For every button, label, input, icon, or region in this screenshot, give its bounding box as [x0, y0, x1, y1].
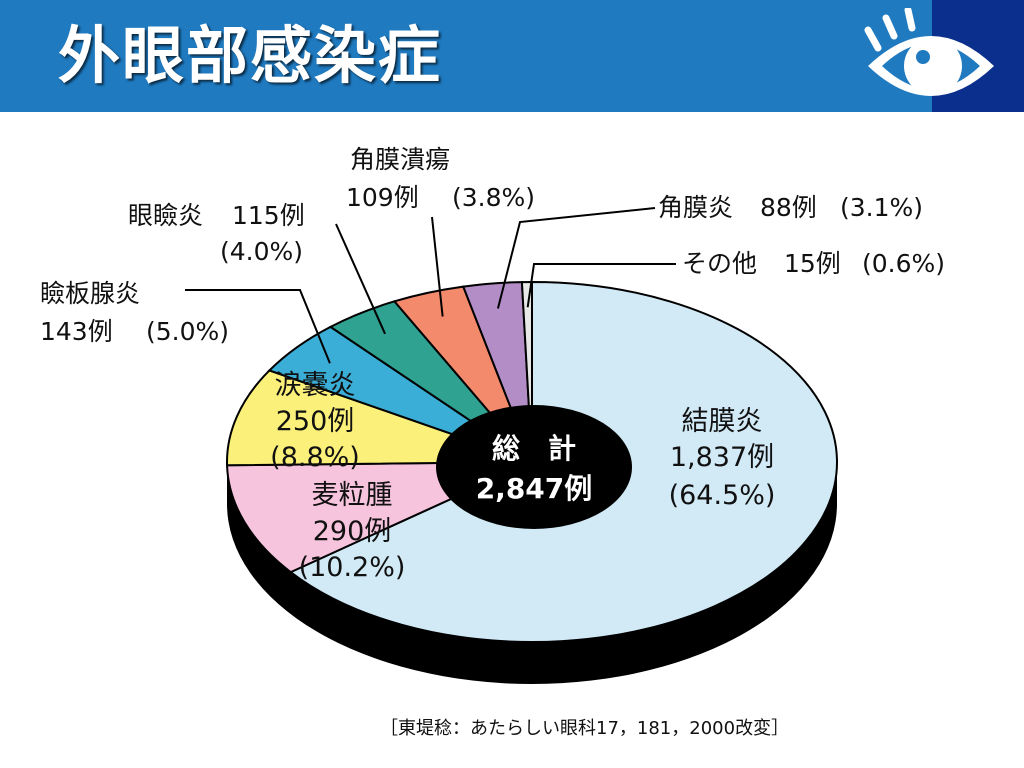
label-keratitis-count: 88例	[760, 193, 817, 222]
source-citation: ［東堤稔：あたらしい眼科17，181，2000改変］	[380, 718, 790, 739]
leader-line-3	[185, 289, 331, 364]
label-dacryocystitis-percent: (8.8%)	[270, 442, 360, 473]
label-corneal-ulcer-name: 角膜潰瘍	[350, 145, 450, 174]
eye-icon	[864, 8, 994, 96]
label-dacryocystitis-name: 涙嚢炎	[275, 370, 356, 401]
label-conjunctivitis-name: 結膜炎	[682, 406, 763, 437]
leader-line-6	[496, 207, 656, 309]
slide-title: 外眼部感染症	[58, 19, 443, 92]
label-blepharitis-percent: (4.0%)	[220, 237, 303, 266]
total-value: 2,847例	[476, 472, 593, 505]
label-keratitis-percent: (3.1%)	[840, 193, 923, 222]
header-bar	[0, 0, 1024, 112]
total-center-ellipse	[436, 405, 632, 529]
label-meibomitis-name: 瞼板腺炎	[40, 279, 140, 308]
label-other-name: その他	[682, 249, 757, 278]
label-corneal-ulcer-percent: (3.8%)	[452, 183, 535, 212]
label-conjunctivitis-count: 1,837例	[670, 442, 774, 473]
label-hordeolum-count: 290例	[313, 516, 392, 547]
label-blepharitis-name: 眼瞼炎	[128, 201, 203, 230]
pie-chart: 角膜潰瘍 109例 (3.8%) 角膜炎 88例 (3.1%) その他 15例 …	[40, 145, 945, 684]
label-meibomitis-percent: (5.0%)	[146, 317, 229, 346]
label-keratitis-name: 角膜炎	[658, 193, 733, 222]
leader-line-7	[526, 263, 676, 308]
total-label: 総 計	[492, 432, 576, 465]
label-blepharitis-count: 115例	[232, 201, 305, 230]
pie-side-extrusion	[227, 462, 837, 684]
label-hordeolum-percent: (10.2%)	[299, 552, 406, 583]
label-meibomitis-count: 143例	[40, 317, 113, 346]
leader-line-4	[335, 223, 386, 335]
label-corneal-ulcer-count: 109例	[346, 183, 419, 212]
label-conjunctivitis-percent: (64.5%)	[669, 480, 776, 511]
label-hordeolum-name: 麦粒腫	[312, 480, 393, 511]
leader-line-5	[431, 216, 444, 317]
label-other-percent: (0.6%)	[862, 249, 945, 278]
label-other-count: 15例	[784, 249, 841, 278]
label-dacryocystitis-count: 250例	[276, 406, 355, 437]
